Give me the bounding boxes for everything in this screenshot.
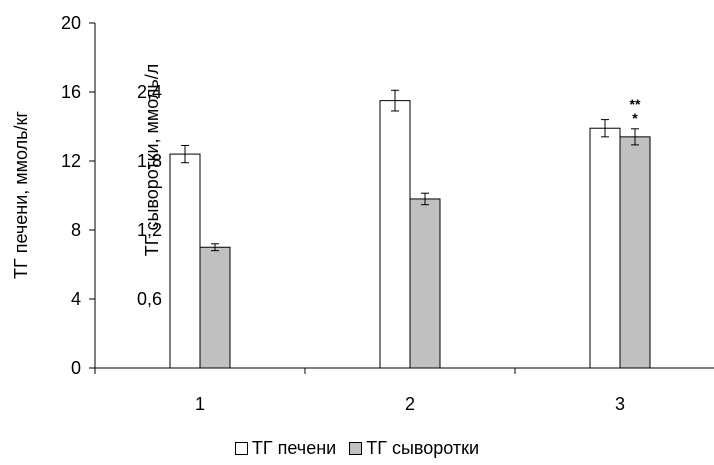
legend-item-serum: ТГ сыворотки — [349, 438, 479, 459]
y-tick-label-primary: 4 — [71, 289, 81, 309]
bar-serum — [199, 246, 231, 369]
y-tick-label-primary: 12 — [61, 151, 81, 171]
bar-liver — [589, 127, 621, 369]
annotations: *** — [630, 96, 641, 126]
x-tick-label: 1 — [195, 394, 205, 414]
significance-marker: ** — [630, 96, 641, 112]
y-axis-title-primary: ТГ печени, ммоль/кг — [11, 111, 31, 279]
significance-marker: * — [632, 110, 638, 126]
bar-serum — [619, 136, 651, 369]
y-tick-label-secondary: 0,6 — [137, 289, 162, 309]
y-tick-label-primary: 8 — [71, 220, 81, 240]
y-tick-label-primary: 20 — [61, 13, 81, 33]
legend-swatch-serum — [349, 442, 363, 455]
y-tick-label-primary: 16 — [61, 82, 81, 102]
x-tick-label: 3 — [615, 394, 625, 414]
error-bars — [181, 89, 639, 252]
x-tick-label: 2 — [405, 394, 415, 414]
legend-label-liver: ТГ печени — [251, 438, 337, 458]
y-axis-title-secondary: ТГ сыворотки, ммоль/л — [142, 64, 162, 257]
bars — [169, 100, 651, 369]
y-tick-label-secondary: 1,8 — [137, 151, 162, 171]
y-tick-label-secondary: 1,2 — [137, 220, 162, 240]
y-tick-label-primary: 0 — [71, 358, 81, 378]
bar-serum — [409, 198, 441, 369]
bar-liver — [379, 100, 411, 369]
legend-item-liver: ТГ печени — [234, 438, 337, 459]
legend: ТГ печени ТГ сыворотки — [0, 438, 714, 459]
legend-label-serum: ТГ сыворотки — [366, 438, 480, 458]
bar-liver — [169, 153, 201, 369]
y-tick-label-secondary: 2,4 — [137, 82, 162, 102]
legend-swatch-liver — [234, 442, 248, 455]
